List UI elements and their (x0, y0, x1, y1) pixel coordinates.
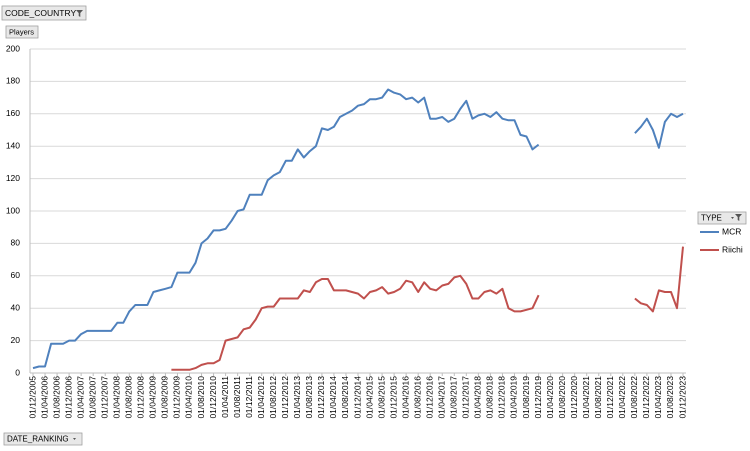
x-tick-label: 01/08/2008 (124, 376, 134, 419)
x-tick-label: 01/08/2015 (376, 376, 386, 419)
x-tick-label: 01/12/2005 (27, 376, 37, 419)
y-tick-label: 160 (6, 108, 20, 118)
button-frame (3, 432, 83, 446)
y-tick-label: 0 (15, 367, 20, 377)
y-tick-label: 140 (6, 140, 20, 150)
x-tick-label: 01/08/2014 (340, 376, 350, 419)
x-tick-label: 01/12/2015 (388, 376, 398, 419)
x-tick-label: 01/04/2021 (581, 376, 591, 419)
x-tick-label: 01/08/2012 (268, 376, 278, 419)
axis-field: DATE_RANKING (7, 435, 69, 444)
x-tick-label: 01/12/2022 (641, 376, 651, 419)
x-tick-label: 01/08/2011 (232, 376, 242, 418)
x-tick-label: 01/04/2007 (75, 376, 85, 419)
x-tick-label: 01/12/2011 (244, 376, 254, 418)
x-tick-label: 01/08/2020 (557, 376, 567, 419)
y-tick-label: 100 (6, 205, 20, 215)
x-tick-label: 01/12/2023 (677, 376, 687, 419)
value-field-button[interactable]: Players (5, 25, 39, 39)
x-tick-label: 01/08/2009 (160, 376, 170, 419)
x-tick-label: 01/12/2006 (63, 376, 73, 419)
legend-label: Riichi (722, 244, 743, 254)
x-tick-label: 01/12/2021 (605, 376, 615, 419)
dropdown-icon (73, 438, 76, 440)
y-tick-label: 180 (6, 76, 20, 86)
axis-field-button[interactable]: DATE_RANKING (3, 432, 83, 446)
filter-field: CODE_COUNTRY (5, 8, 76, 18)
y-tick-label: 20 (11, 335, 21, 345)
x-tick-label: 01/04/2023 (653, 376, 663, 419)
filter-icon (72, 10, 83, 17)
x-tick-label: 01/12/2009 (172, 376, 182, 419)
y-tick-label: 40 (11, 302, 21, 312)
x-tick-label: 01/12/2020 (569, 376, 579, 419)
x-tick-label: 01/04/2020 (545, 376, 555, 419)
series-line (171, 274, 540, 371)
x-tick-label: 01/12/2018 (497, 376, 507, 419)
x-tick-label: 01/04/2014 (328, 376, 338, 419)
legend-button[interactable]: TYPE (697, 211, 747, 225)
x-tick-label: 01/08/2013 (304, 376, 314, 419)
x-tick-label: 01/04/2019 (509, 376, 519, 419)
x-tick-label: 01/08/2016 (412, 376, 422, 419)
x-tick-label: 01/04/2006 (39, 376, 49, 419)
x-tick-label: 01/12/2017 (461, 376, 471, 419)
y-tick-label: 120 (6, 173, 20, 183)
x-tick-label: 01/04/2012 (256, 376, 266, 419)
series-line (32, 88, 540, 370)
filter-button[interactable]: CODE_COUNTRY (1, 5, 87, 21)
x-tick-label: 01/04/2018 (473, 376, 483, 419)
x-tick-label: 01/08/2018 (485, 376, 495, 419)
x-tick-label: 01/04/2011 (220, 376, 230, 418)
legend-label: MCR (722, 226, 741, 236)
x-tick-label: 01/04/2022 (617, 376, 627, 419)
x-tick-label: 01/12/2014 (352, 376, 362, 419)
x-tick-label: 01/12/2007 (99, 376, 109, 419)
x-tick-label: 01/12/2010 (208, 376, 218, 419)
filter-icon (731, 214, 742, 221)
series-line (634, 246, 684, 313)
y-tick-label: 80 (11, 238, 21, 248)
x-tick-label: 01/08/2023 (665, 376, 675, 419)
x-tick-label: 01/08/2019 (521, 376, 531, 419)
x-tick-label: 01/04/2008 (112, 376, 122, 419)
series-line (634, 112, 684, 149)
x-tick-label: 01/04/2009 (148, 376, 158, 419)
button-frame (5, 25, 39, 39)
y-tick-label: 60 (11, 270, 21, 280)
x-tick-label: 01/04/2013 (292, 376, 302, 419)
x-tick-label: 01/12/2013 (316, 376, 326, 419)
x-tick-label: 01/04/2015 (364, 376, 374, 419)
x-tick-label: 01/04/2016 (400, 376, 410, 419)
legend-title: TYPE (701, 214, 722, 223)
x-tick-label: 01/04/2010 (184, 376, 194, 419)
x-tick-label: 01/08/2007 (87, 376, 97, 419)
y-tick-label: 200 (6, 43, 20, 53)
x-tick-label: 01/04/2017 (437, 376, 447, 419)
x-tick-label: 01/08/2021 (593, 376, 603, 419)
button-frame (697, 211, 747, 225)
x-tick-label: 01/12/2016 (424, 376, 434, 419)
x-tick-label: 01/12/2019 (533, 376, 543, 419)
x-tick-label: 01/08/2022 (629, 376, 639, 419)
x-tick-label: 01/08/2006 (51, 376, 61, 419)
x-tick-label: 01/12/2008 (136, 376, 146, 419)
x-tick-label: 01/12/2012 (280, 376, 290, 419)
value-field: Players (9, 27, 34, 36)
x-tick-label: 01/08/2017 (449, 376, 459, 419)
x-tick-label: 01/08/2010 (196, 376, 206, 419)
button-frame (1, 5, 87, 21)
